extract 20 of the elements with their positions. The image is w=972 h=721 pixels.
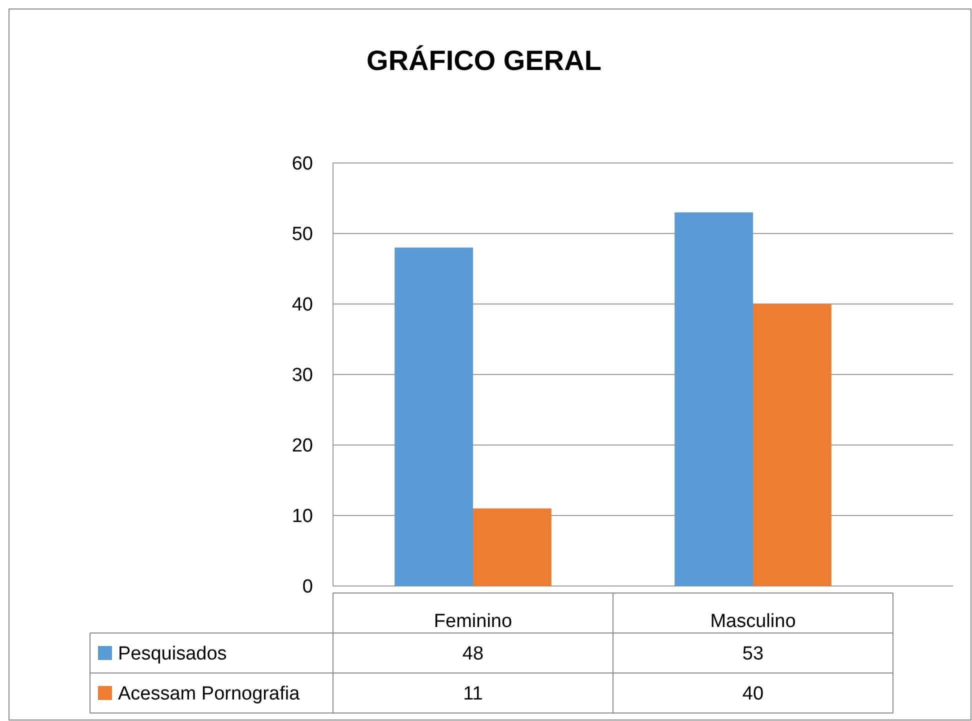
data-label: 53 — [742, 644, 764, 665]
y-tick-label: 40 — [292, 294, 313, 316]
y-tick-label: 10 — [292, 506, 313, 528]
bar — [753, 304, 832, 586]
y-tick-label: 0 — [302, 576, 313, 598]
x-tick-label: Masculino — [710, 611, 796, 632]
y-tick-label: 50 — [292, 224, 313, 246]
data-label: 11 — [463, 684, 483, 705]
x-tick-label: Feminino — [434, 611, 512, 632]
bar — [473, 508, 552, 586]
data-label: 48 — [462, 644, 484, 665]
bar — [394, 248, 473, 586]
data-label: 40 — [742, 684, 764, 705]
y-tick-label: 60 — [292, 154, 313, 175]
bar — [674, 212, 753, 586]
y-tick-label: 20 — [292, 436, 313, 457]
legend-label: Pesquisados — [118, 644, 227, 665]
y-tick-label: 30 — [292, 365, 313, 386]
legend-label: Acessam Pornografia — [118, 684, 300, 705]
chart-title: GRÁFICO GERAL — [366, 45, 602, 76]
